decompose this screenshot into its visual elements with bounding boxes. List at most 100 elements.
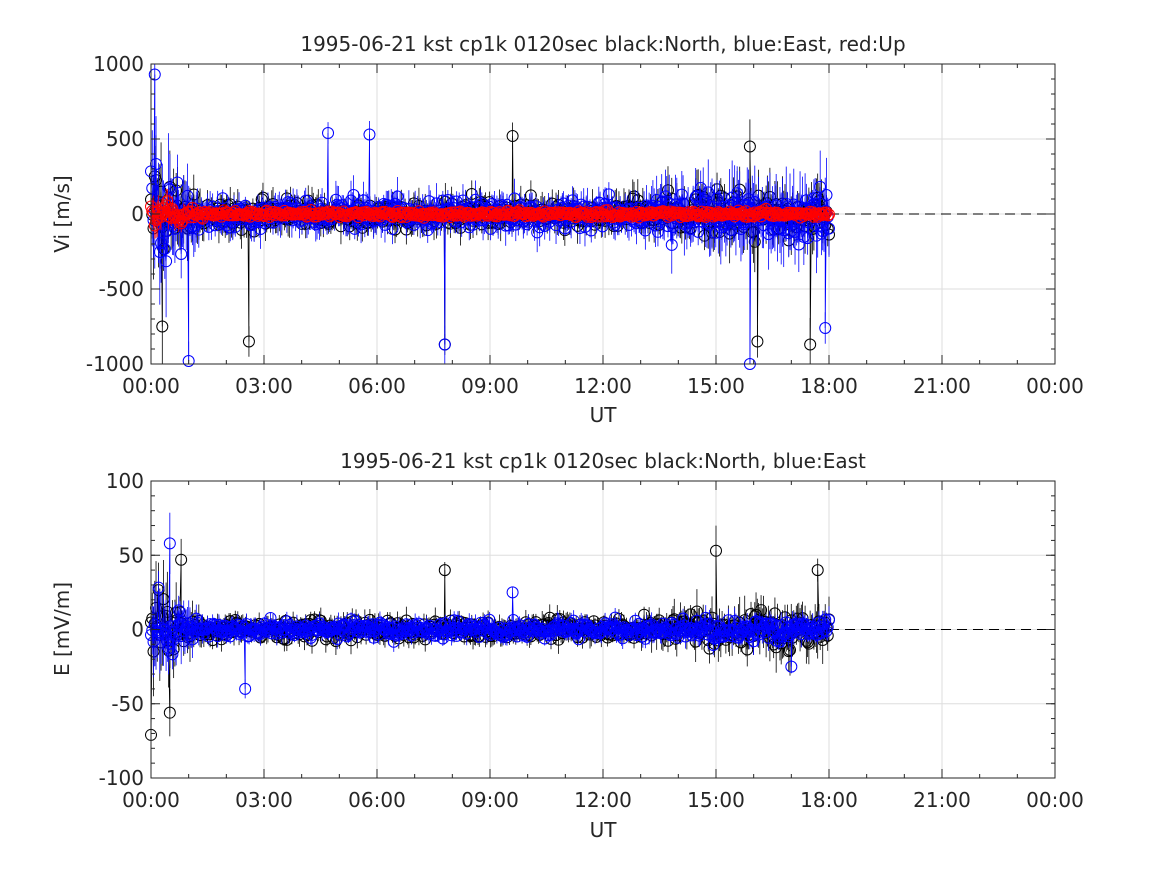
data-point [202,220,215,233]
data-point [156,320,169,333]
data-point [667,220,680,233]
data-point [438,338,451,351]
data-point [224,221,237,234]
data-point [692,225,705,238]
y-tick-label: 1000 [93,52,144,76]
data-point [650,193,663,206]
data-point [158,242,171,255]
data-point [146,182,159,195]
data-point [216,192,229,205]
y-tick-label: 0 [131,202,144,226]
data-point [160,255,173,268]
data-point [357,194,370,207]
data-point [526,207,539,220]
data-point [698,229,711,242]
data-point [161,605,174,618]
data-point [755,604,768,617]
data-point [162,210,175,223]
x-tick-label: 12:00 [574,374,632,398]
data-point [751,335,764,348]
data-point [171,176,184,189]
data-point [602,188,615,201]
data-point [438,564,451,577]
data-point [297,207,310,220]
series-east [145,512,835,699]
data-point [479,207,492,220]
data-point [372,208,385,221]
velocity-chart-title: 1995-06-21 kst cp1k 0120sec black:North,… [300,32,905,56]
data-point [148,68,161,81]
data-point [821,209,834,222]
data-point [654,206,667,219]
velocity-x-tick-labels: 00:00 03:00 06:00 09:00 12:00 15:00 18:00 21:00… [122,374,1084,398]
x-tick-label: 21:00 [913,374,971,398]
efield-series [145,512,835,774]
data-point [615,209,628,222]
data-point [503,209,516,222]
data-point [386,222,399,235]
data-point [229,220,242,233]
data-point [665,238,678,251]
efield-chart-title: 1995-06-21 kst cp1k 0120sec black:North,… [340,449,866,473]
x-tick-label: 15:00 [687,374,745,398]
data-point [170,184,183,197]
efield-panel: 1995-06-21 kst cp1k 0120sec black:North,… [50,449,1084,842]
data-point [748,206,761,219]
velocity-series [145,64,835,370]
data-point [511,207,524,220]
data-point [506,130,519,142]
data-point [743,140,756,153]
data-point [181,189,194,202]
data-point [175,553,188,566]
data-point [165,211,178,224]
data-point [785,225,798,238]
data-point [484,222,497,235]
y-tick-label: -500 [99,277,144,301]
data-point [322,205,335,218]
data-point [175,247,188,260]
data-point [742,193,755,206]
data-point [811,564,824,577]
data-point [814,180,827,193]
data-point [756,206,769,219]
data-point [801,232,814,245]
data-point [160,629,173,642]
data-point [659,190,672,203]
data-point [823,222,835,235]
data-point [672,207,685,220]
data-point [820,189,833,202]
data-point [176,215,189,228]
x-tick-label: 18:00 [800,374,858,398]
data-point [329,208,342,221]
data-point [807,192,820,205]
data-point [242,335,255,348]
data-point [391,190,404,203]
data-point [422,195,435,208]
data-point [162,182,175,195]
data-point [163,706,176,719]
data-point [804,338,817,351]
data-point [819,322,832,334]
velocity-ticks [150,63,1056,365]
data-point [690,190,703,203]
data-point [573,221,586,234]
data-point [684,223,697,236]
data-point [675,188,688,201]
data-point [152,581,165,594]
data-point [161,635,174,648]
data-point [351,206,364,219]
data-point [578,208,591,221]
x-tick-label: 00:00 [122,374,180,398]
y-tick-label: -1000 [86,352,144,376]
x-tick-label: 09:00 [461,374,519,398]
y-tick-label: 500 [106,127,144,151]
data-point [766,207,779,220]
data-point [823,208,835,221]
data-point [689,190,702,203]
data-point [347,188,360,201]
data-point [167,633,180,646]
data-point [585,224,598,237]
data-point [166,648,179,661]
data-point [711,192,724,205]
